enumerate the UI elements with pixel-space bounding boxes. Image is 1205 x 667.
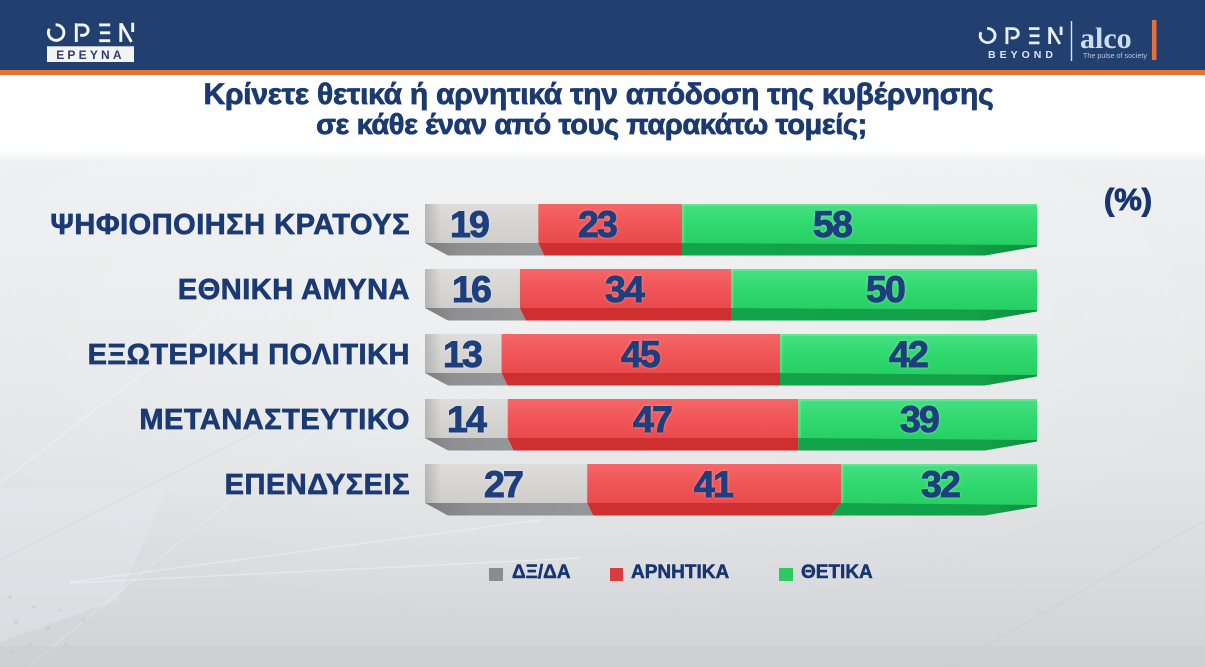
svg-text:ΕΡΕΥΝΑ: ΕΡΕΥΝΑ [56,48,125,62]
svg-text:BEYOND: BEYOND [988,49,1057,61]
svg-text:alco: alco [1080,22,1132,55]
svg-text:The pulse of society: The pulse of society [1083,51,1147,60]
